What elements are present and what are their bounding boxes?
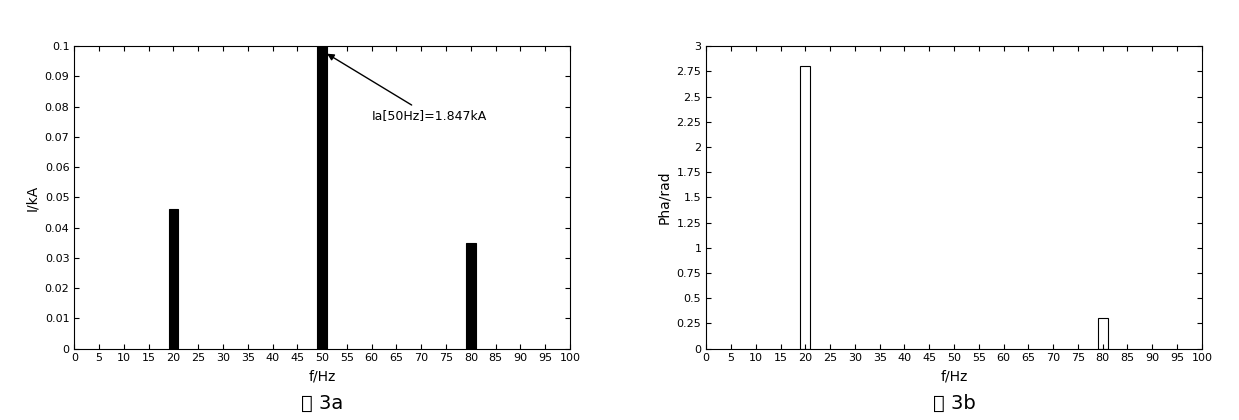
Bar <box>466 243 476 349</box>
Bar <box>1098 318 1108 349</box>
Text: Ia[50Hz]=1.847kA: Ia[50Hz]=1.847kA <box>328 55 487 122</box>
Y-axis label: Pha/rad: Pha/rad <box>657 171 672 224</box>
Bar <box>800 66 810 349</box>
Y-axis label: I/kA: I/kA <box>25 184 40 210</box>
X-axis label: f/Hz: f/Hz <box>940 369 968 383</box>
Text: 图 3a: 图 3a <box>301 394 343 413</box>
Text: 图 3b: 图 3b <box>933 394 975 413</box>
Bar <box>169 210 178 349</box>
Bar <box>317 46 327 349</box>
X-axis label: f/Hz: f/Hz <box>309 369 336 383</box>
